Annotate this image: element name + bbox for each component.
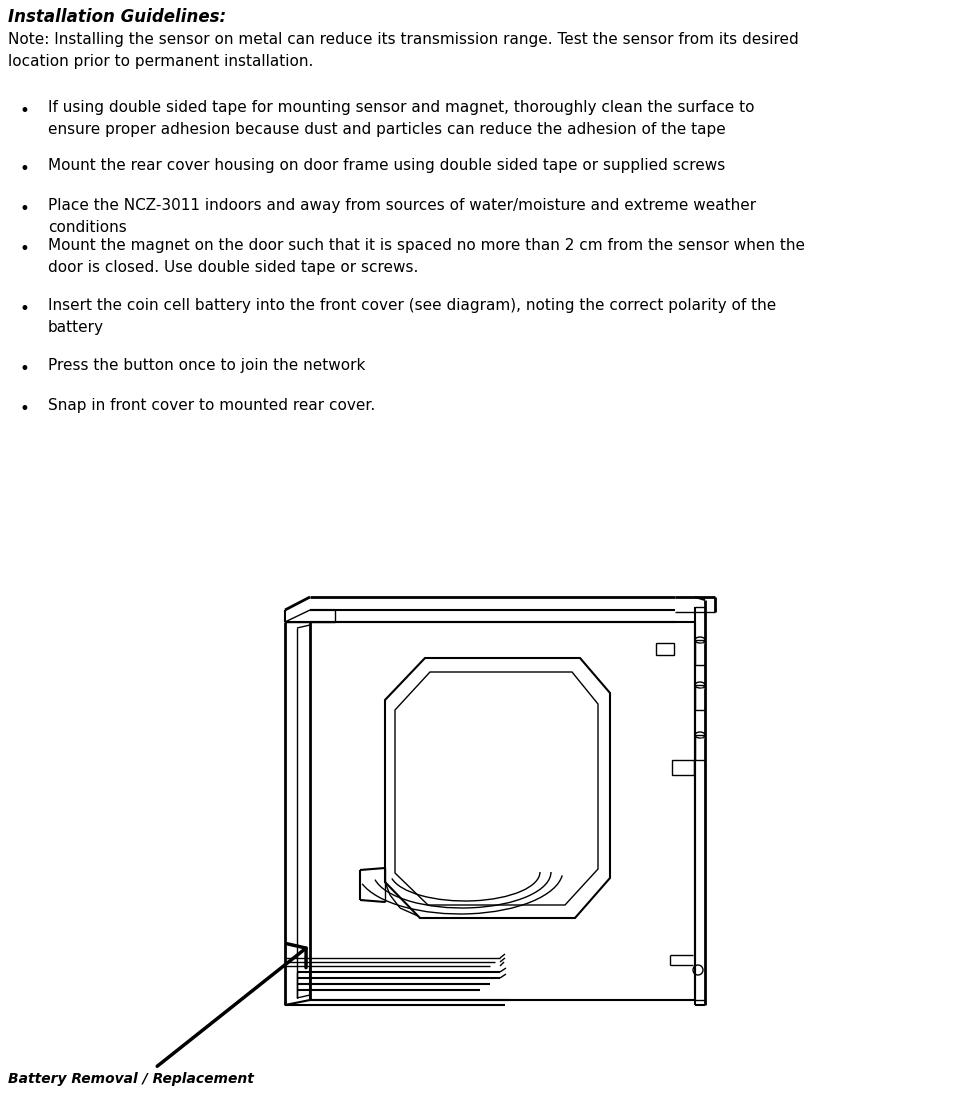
Text: Snap in front cover to mounted rear cover.: Snap in front cover to mounted rear cove… [47, 398, 375, 414]
Ellipse shape [694, 637, 704, 643]
Ellipse shape [694, 732, 704, 738]
Text: Note: Installing the sensor on metal can reduce its transmission range. Test the: Note: Installing the sensor on metal can… [8, 32, 797, 47]
Bar [655, 643, 673, 655]
Text: •: • [20, 102, 30, 120]
Text: Press the button once to join the network: Press the button once to join the networ… [47, 358, 365, 373]
Text: •: • [20, 200, 30, 218]
Text: location prior to permanent installation.: location prior to permanent installation… [8, 54, 313, 69]
Text: Mount the rear cover housing on door frame using double sided tape or supplied s: Mount the rear cover housing on door fra… [47, 158, 725, 173]
Text: Mount the magnet on the door such that it is spaced no more than 2 cm from the s: Mount the magnet on the door such that i… [47, 238, 804, 275]
Text: •: • [20, 300, 30, 318]
Polygon shape [394, 672, 597, 905]
Text: •: • [20, 160, 30, 178]
Bar [672, 760, 693, 775]
Text: If using double sided tape for mounting sensor and magnet, thoroughly clean the : If using double sided tape for mounting … [47, 100, 754, 137]
Ellipse shape [694, 682, 704, 688]
Text: Place the NCZ-3011 indoors and away from sources of water/moisture and extreme w: Place the NCZ-3011 indoors and away from… [47, 198, 756, 234]
Circle shape [692, 965, 703, 975]
Text: •: • [20, 240, 30, 258]
Text: Battery Removal / Replacement: Battery Removal / Replacement [8, 1072, 254, 1086]
Text: Insert the coin cell battery into the front cover (see diagram), noting the corr: Insert the coin cell battery into the fr… [47, 298, 775, 335]
Polygon shape [385, 657, 610, 918]
Text: •: • [20, 400, 30, 418]
Text: Installation Guidelines:: Installation Guidelines: [8, 8, 226, 26]
Text: •: • [20, 360, 30, 379]
